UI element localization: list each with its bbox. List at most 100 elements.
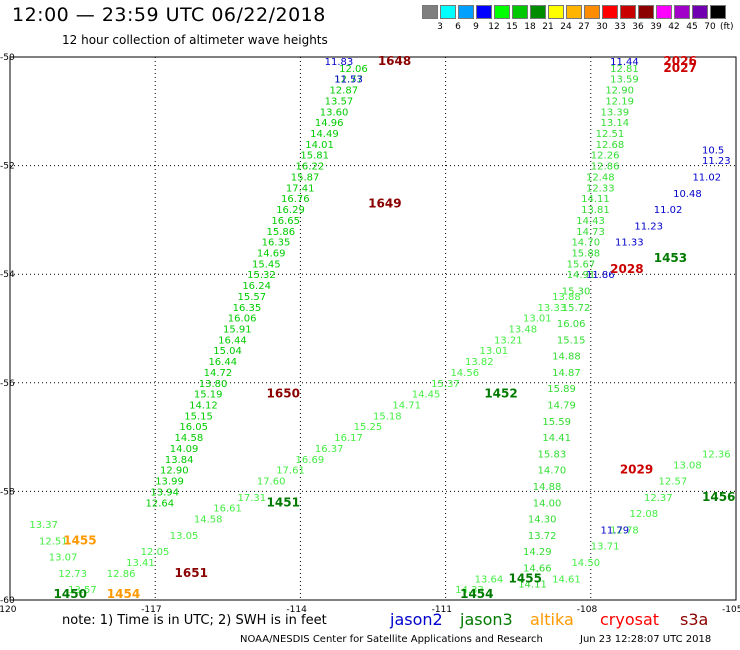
- wave-height-point: 13.41: [126, 558, 155, 569]
- wave-height-point: 12.90: [160, 466, 189, 477]
- x-tick-label: -111: [432, 605, 452, 615]
- chart-subtitle: 12 hour collection of altimeter wave hei…: [62, 33, 328, 47]
- wave-height-point: 16.06: [557, 319, 586, 330]
- time-label: 2029: [620, 463, 653, 477]
- time-label: 1450: [54, 587, 87, 601]
- wave-height-point: 14.61: [552, 574, 581, 585]
- wave-height-point: 13.57: [325, 96, 354, 107]
- gridlines: [10, 57, 736, 600]
- time-label: 1456: [702, 490, 735, 504]
- legend-swatch: [494, 5, 510, 19]
- wave-height-point: 16.22: [296, 162, 325, 173]
- legend-label: 21: [542, 22, 554, 32]
- wave-height-point: 12.90: [605, 86, 634, 97]
- wave-height-point: 17.41: [286, 183, 315, 194]
- wave-height-point: 15.15: [557, 335, 586, 346]
- wave-height-point: 11.23: [702, 156, 731, 167]
- wave-height-point: 12.78: [610, 525, 639, 536]
- wave-height-point: 14.45: [412, 390, 441, 401]
- time-label: 1649: [368, 197, 401, 211]
- wave-height-point: 16.37: [315, 444, 344, 455]
- time-label: 1452: [484, 387, 517, 401]
- wave-height-point: 14.11: [581, 194, 610, 205]
- satellite-s3a: s3a: [680, 610, 709, 629]
- wave-height-point: 13.88: [552, 292, 581, 303]
- wave-height-point: 15.88: [571, 248, 600, 259]
- wave-height-point: 15.30: [562, 286, 591, 297]
- wave-height-point: 14.29: [523, 547, 552, 558]
- wave-height-point: 13.99: [155, 477, 184, 488]
- wave-height-point: 15.37: [431, 379, 460, 390]
- legend-label: 15: [506, 22, 518, 32]
- wave-height-point: 16.35: [233, 303, 262, 314]
- wave-height-point: 11.44: [610, 57, 639, 68]
- wave-height-point: 12.68: [596, 140, 625, 151]
- wave-height-point: 15.86: [267, 227, 296, 238]
- time-label: 1648: [378, 54, 411, 68]
- wave-height-point: 15.91: [223, 325, 252, 336]
- wave-height-point: 13.07: [49, 553, 78, 564]
- wave-height-point: 16.76: [281, 194, 310, 205]
- wave-height-point: 15.45: [252, 259, 281, 270]
- time-label: 2026: [663, 54, 696, 68]
- footer-note: note: 1) Time is in UTC; 2) SWH is in fe…: [62, 613, 327, 628]
- wave-height-point: 12.36: [702, 449, 731, 460]
- wave-height-point: 14.50: [571, 558, 600, 569]
- wave-height-point: 15.81: [300, 151, 329, 162]
- wave-height-point: 15.72: [562, 303, 591, 314]
- wave-height-point: 13.80: [199, 379, 228, 390]
- wave-height-point: 16.35: [262, 238, 291, 249]
- wave-height-point: 15.87: [291, 172, 320, 183]
- wave-height-point: 12.51: [596, 129, 625, 140]
- wave-height-point: 13.94: [150, 487, 179, 498]
- wave-height-point: 14.71: [392, 401, 421, 412]
- wave-height-point: 10.48: [673, 189, 702, 200]
- wave-height-point: 14.11: [518, 580, 547, 591]
- wave-height-point: 12.87: [329, 86, 358, 97]
- legend-label: 30: [596, 22, 608, 32]
- wave-height-point: 13.33: [538, 303, 567, 314]
- wave-height-point: 11.79: [600, 525, 629, 536]
- y-tick-label: -54: [0, 270, 15, 280]
- wave-height-point: 11.02: [654, 205, 683, 216]
- wave-height-point: 12.57: [659, 477, 688, 488]
- satellite-altika: altika: [530, 610, 574, 629]
- wave-height-point: 12.19: [605, 96, 634, 107]
- credits: NOAA/NESDIS Center for Satellite Applica…: [240, 634, 543, 645]
- wave-height-point: 14.69: [257, 248, 286, 259]
- wave-height-point: 15.25: [354, 422, 383, 433]
- legend-unit: (ft): [720, 22, 734, 32]
- time-label: 1455: [63, 533, 96, 547]
- wave-height-point: 12.86: [591, 162, 620, 173]
- wave-height-point: 16.24: [242, 281, 271, 292]
- legend-swatch: [620, 5, 636, 19]
- wave-height-point: 13.01: [479, 346, 508, 357]
- wave-height-point: 12.33: [586, 183, 615, 194]
- wave-height-point: 15.67: [567, 259, 596, 270]
- wave-height-point: 12.06: [339, 64, 368, 75]
- wave-height-point: 14.00: [533, 498, 562, 509]
- y-tick-label: -56: [0, 379, 15, 389]
- wave-height-point: 14.96: [315, 118, 344, 129]
- legend-swatch: [584, 5, 600, 19]
- wave-height-point: 15.04: [213, 346, 242, 357]
- legend-label: 9: [473, 22, 479, 32]
- wave-height-point: 13.01: [523, 314, 552, 325]
- legend-label: 24: [560, 22, 572, 32]
- wave-height-point: 14.88: [552, 352, 581, 363]
- wave-height-point: 13.08: [673, 460, 702, 471]
- wave-height-point: 12.51: [39, 536, 68, 547]
- wave-height-point: 16.65: [271, 216, 300, 227]
- wave-height-point: 14.41: [542, 433, 571, 444]
- wave-height-point: 17.60: [257, 477, 286, 488]
- legend-label: 3: [437, 22, 443, 32]
- wave-height-point: 12.48: [586, 172, 615, 183]
- wave-height-point: 12.26: [591, 151, 620, 162]
- time-label: 1455: [509, 571, 542, 585]
- wave-height-point: 13.72: [528, 531, 557, 542]
- time-label: 2027: [663, 61, 696, 75]
- wave-height-point: 13.57: [68, 585, 97, 596]
- wave-height-point: 14.09: [170, 444, 199, 455]
- wave-height-point: 15.18: [373, 411, 402, 422]
